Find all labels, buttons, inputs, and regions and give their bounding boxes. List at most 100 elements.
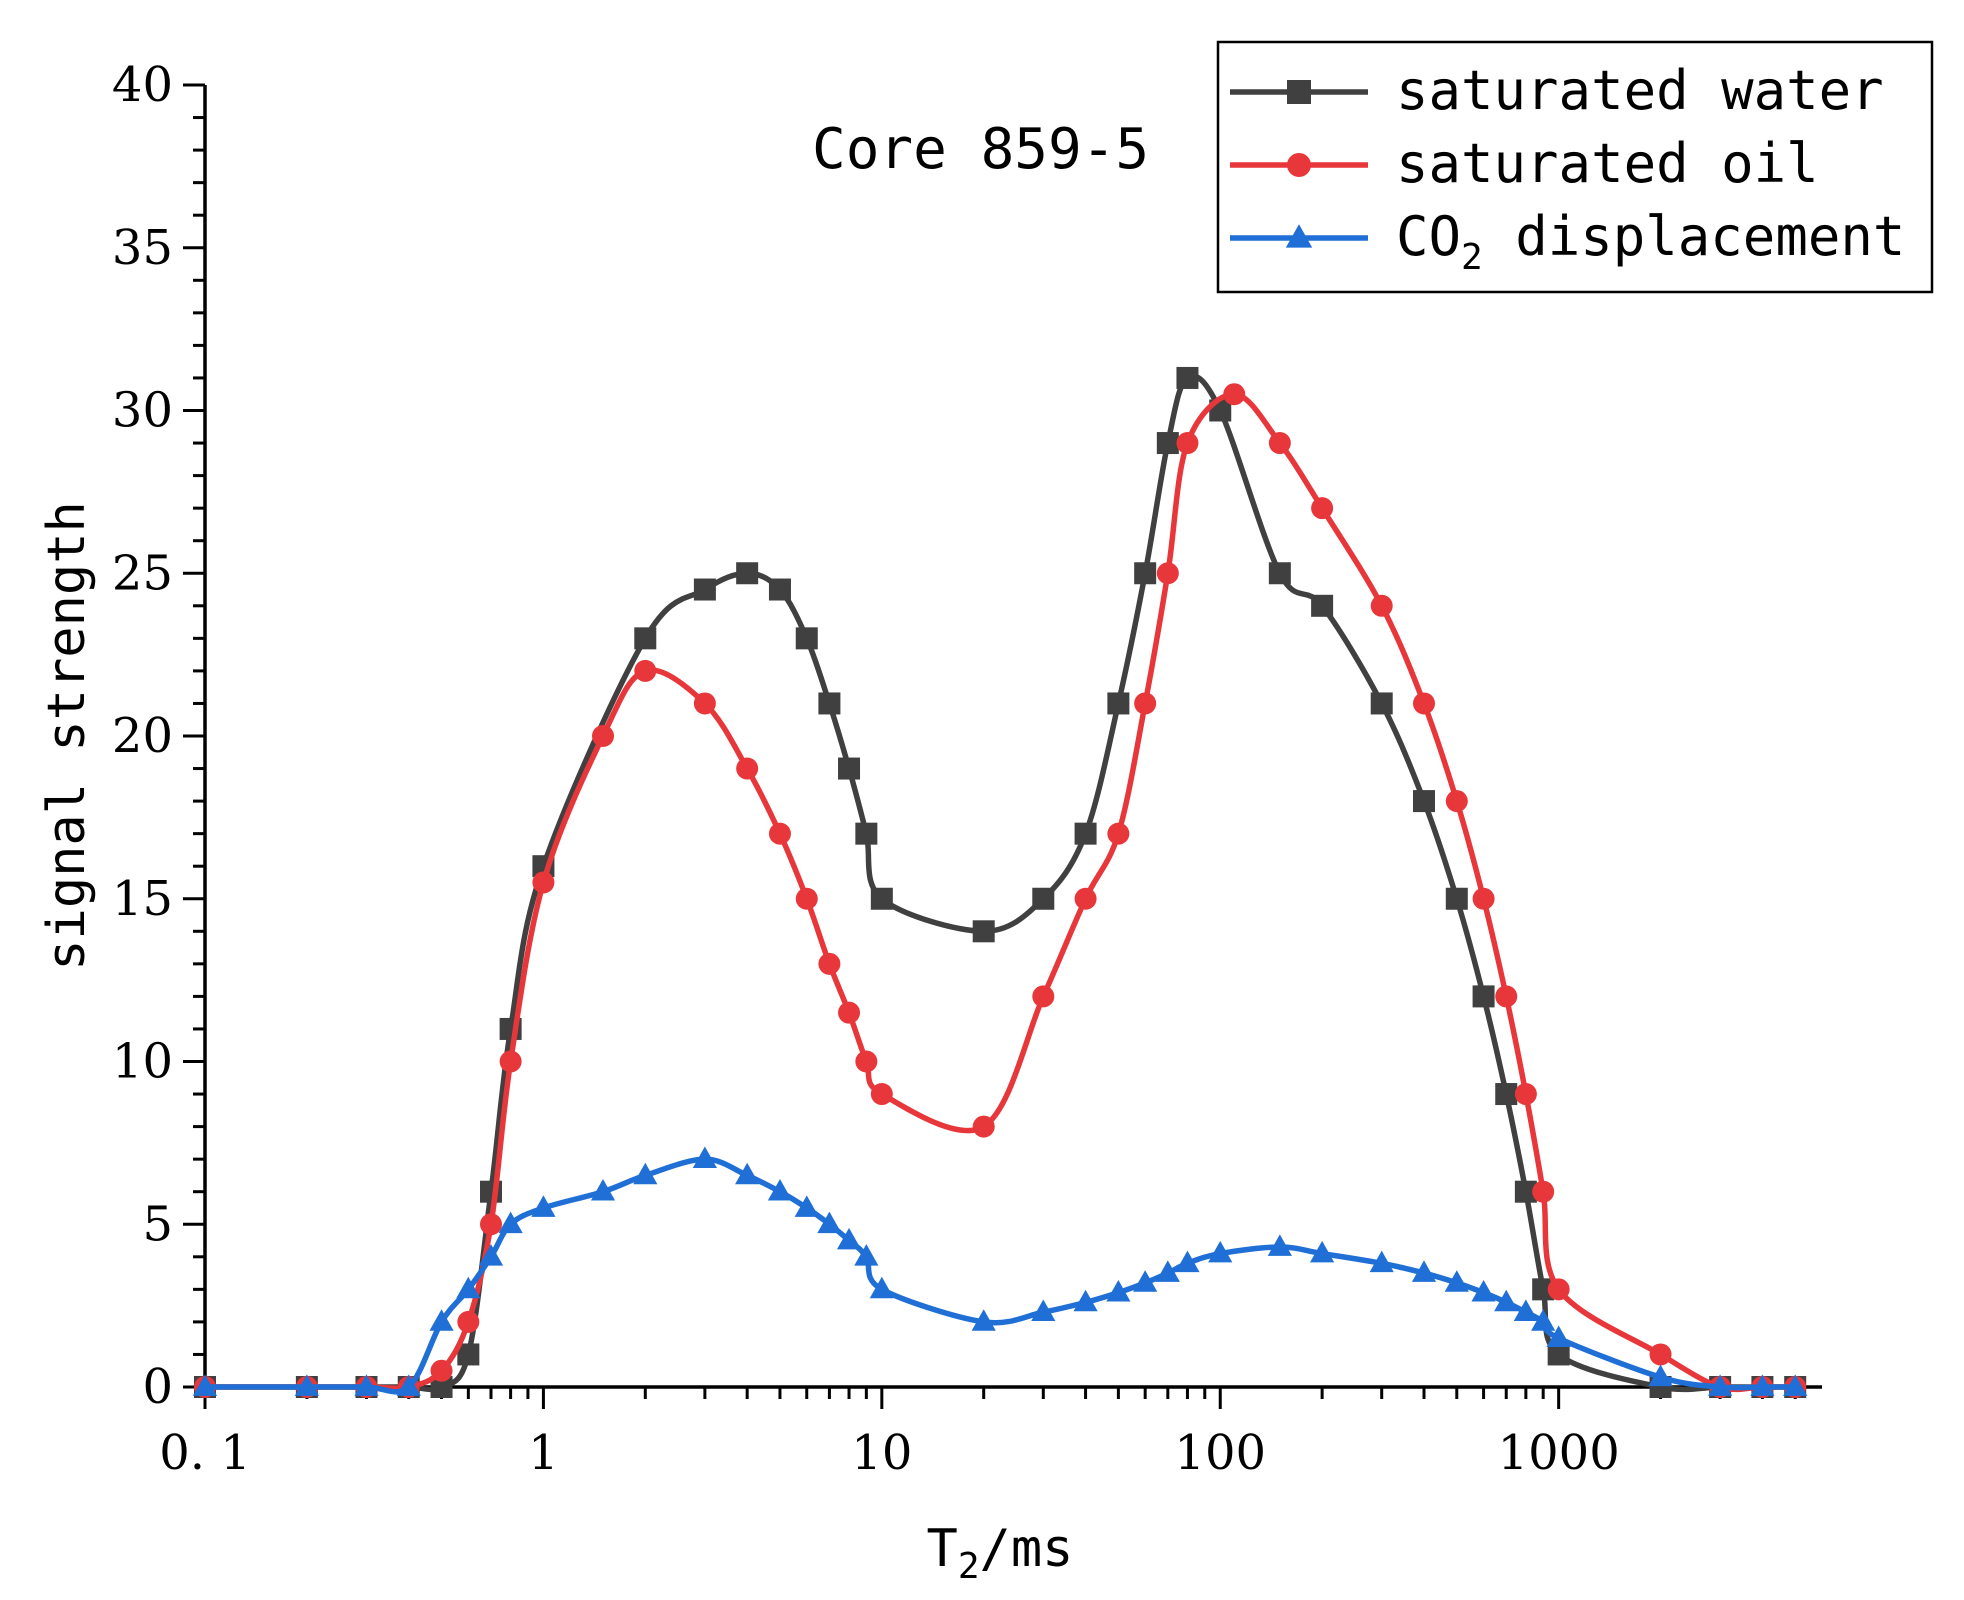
data-point xyxy=(1411,1260,1437,1282)
data-point xyxy=(456,1276,481,1299)
data-point xyxy=(1107,692,1130,715)
legend-label: saturated oil xyxy=(1396,132,1819,195)
data-point xyxy=(1133,1270,1158,1292)
data-point xyxy=(1074,887,1097,910)
data-point xyxy=(1649,1343,1672,1366)
data-point xyxy=(430,1376,453,1398)
data-point xyxy=(736,757,759,780)
data-point xyxy=(1074,822,1097,845)
data-point xyxy=(192,1374,218,1396)
data-point xyxy=(1495,985,1518,1008)
series-line xyxy=(205,373,1796,1393)
series-circle xyxy=(194,383,1807,1398)
legend-label-main: CO xyxy=(1396,205,1461,268)
data-point xyxy=(1547,1278,1570,1301)
legend-label-subscript: 2 xyxy=(1461,237,1483,278)
data-point xyxy=(768,822,791,845)
data-point xyxy=(1267,1234,1292,1256)
data-point xyxy=(478,1244,504,1266)
data-point xyxy=(1412,692,1435,715)
x-tick-label: 1000 xyxy=(1498,1425,1620,1481)
data-point xyxy=(1310,1240,1335,1263)
data-point xyxy=(1134,562,1157,585)
data-point xyxy=(870,887,893,910)
y-ticks: 0 5 10 15 20 25 30 35 40 xyxy=(112,57,205,1415)
data-point xyxy=(1750,1374,1775,1396)
data-point xyxy=(838,1001,861,1024)
data-point xyxy=(1175,1250,1200,1273)
legend-marker xyxy=(1287,153,1311,177)
data-point xyxy=(396,1374,421,1396)
data-point xyxy=(1495,1083,1518,1106)
data-point xyxy=(531,1195,556,1217)
data-point xyxy=(692,1146,717,1169)
data-point xyxy=(795,887,818,910)
data-point xyxy=(498,1211,523,1234)
x-ticks: 0. 1 1 10 100 1000 xyxy=(159,1387,1797,1481)
data-point xyxy=(794,1195,819,1217)
data-point xyxy=(1648,1364,1673,1387)
data-point xyxy=(1156,432,1179,455)
y-tick-label: 5 xyxy=(142,1196,173,1252)
data-point xyxy=(532,871,555,894)
data-point xyxy=(1156,562,1179,585)
data-point xyxy=(1106,1279,1131,1302)
data-point xyxy=(869,1276,894,1299)
data-point xyxy=(817,1211,842,1234)
core-annotation: Core 859-5 xyxy=(812,117,1149,182)
data-point xyxy=(479,1213,502,1236)
series-triangle xyxy=(192,1146,1808,1396)
x-tick-label: 0. 1 xyxy=(159,1425,251,1481)
data-point xyxy=(870,1083,893,1106)
data-point xyxy=(499,1050,522,1073)
data-point xyxy=(429,1309,454,1331)
data-point xyxy=(736,562,759,585)
series-square xyxy=(194,366,1807,1398)
data-point xyxy=(1107,822,1130,845)
data-point xyxy=(1532,1180,1555,1203)
data-point xyxy=(1471,1279,1496,1302)
data-point xyxy=(1176,366,1199,389)
data-point xyxy=(430,1359,453,1382)
data-point xyxy=(1155,1260,1180,1282)
series-line xyxy=(205,391,1796,1393)
legend-marker xyxy=(1285,224,1313,248)
data-point xyxy=(1412,790,1435,813)
data-point xyxy=(1134,692,1157,715)
data-point xyxy=(1547,1343,1570,1366)
legend-label: CO2 displacement xyxy=(1396,205,1905,278)
y-tick-label: 10 xyxy=(112,1034,173,1090)
data-point xyxy=(972,920,995,943)
data-point xyxy=(1445,887,1468,910)
y-tick-label: 0 xyxy=(142,1359,173,1415)
data-point xyxy=(1783,1374,1808,1396)
data-point xyxy=(1268,432,1291,455)
x-axis-title-rest: /ms xyxy=(980,1519,1074,1579)
data-point xyxy=(735,1162,760,1185)
data-point xyxy=(1370,594,1393,617)
data-point xyxy=(1531,1309,1556,1331)
y-tick-label: 35 xyxy=(112,220,173,276)
data-point xyxy=(854,1244,879,1266)
x-axis-title-main: T xyxy=(927,1519,958,1579)
data-point xyxy=(1494,1289,1519,1312)
data-point xyxy=(1032,985,1055,1008)
data-point xyxy=(836,1227,862,1250)
data-point xyxy=(1208,1240,1233,1263)
data-point xyxy=(1073,1289,1098,1312)
data-point xyxy=(1311,497,1334,520)
data-point xyxy=(838,757,861,780)
data-point xyxy=(1032,887,1055,910)
series-layer xyxy=(192,366,1808,1398)
data-point xyxy=(590,1179,616,1201)
y-tick-label: 30 xyxy=(112,383,173,439)
legend: saturated water saturated oil CO2 displace… xyxy=(1216,40,1934,294)
data-point xyxy=(1513,1299,1538,1321)
data-point xyxy=(1472,887,1495,910)
legend-label-main: saturated oil xyxy=(1396,132,1819,195)
y-tick-label: 15 xyxy=(112,871,173,927)
data-point xyxy=(1370,692,1393,715)
data-point xyxy=(1369,1250,1394,1273)
data-point xyxy=(693,692,716,715)
